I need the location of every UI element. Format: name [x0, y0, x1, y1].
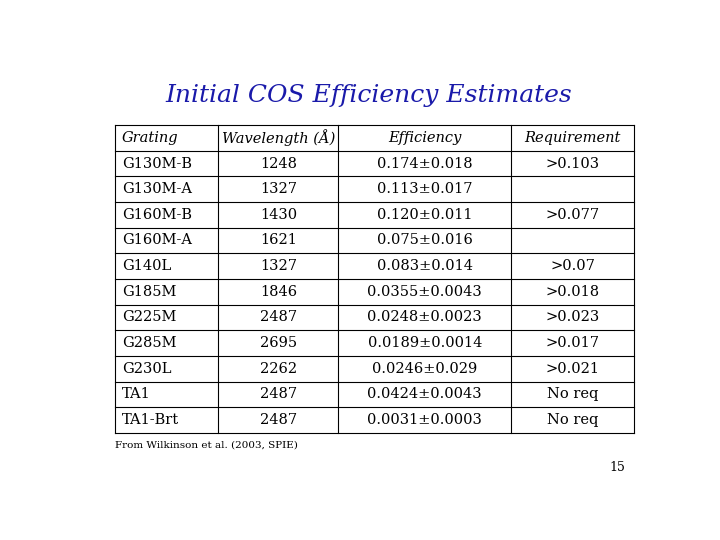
Text: 0.0031±0.0003: 0.0031±0.0003 — [367, 413, 482, 427]
Text: 0.0246±0.029: 0.0246±0.029 — [372, 362, 477, 376]
Text: >0.077: >0.077 — [546, 208, 600, 222]
Text: 2487: 2487 — [260, 310, 297, 325]
Text: 1621: 1621 — [260, 233, 297, 247]
Text: 0.0189±0.0014: 0.0189±0.0014 — [368, 336, 482, 350]
Text: G130M-A: G130M-A — [122, 182, 192, 196]
Text: 0.0248±0.0023: 0.0248±0.0023 — [367, 310, 482, 325]
Text: 1430: 1430 — [260, 208, 297, 222]
Text: No req: No req — [547, 413, 598, 427]
Text: Grating: Grating — [122, 131, 179, 145]
Text: 1327: 1327 — [260, 259, 297, 273]
Text: 0.113±0.017: 0.113±0.017 — [377, 182, 472, 196]
Text: >0.017: >0.017 — [546, 336, 600, 350]
Text: 1248: 1248 — [260, 157, 297, 171]
Text: 15: 15 — [610, 461, 626, 474]
Text: >0.07: >0.07 — [550, 259, 595, 273]
Text: 2487: 2487 — [260, 413, 297, 427]
Text: G160M-B: G160M-B — [122, 208, 192, 222]
Text: 0.0355±0.0043: 0.0355±0.0043 — [367, 285, 482, 299]
Text: 1846: 1846 — [260, 285, 297, 299]
Text: 0.083±0.014: 0.083±0.014 — [377, 259, 473, 273]
Text: Efficiency: Efficiency — [388, 131, 462, 145]
Text: >0.103: >0.103 — [546, 157, 600, 171]
Text: TA1: TA1 — [122, 387, 150, 401]
Text: 1327: 1327 — [260, 182, 297, 196]
Text: Wavelength (Å): Wavelength (Å) — [222, 130, 335, 146]
Text: G130M-B: G130M-B — [122, 157, 192, 171]
Text: 0.0424±0.0043: 0.0424±0.0043 — [367, 387, 482, 401]
Text: >0.021: >0.021 — [546, 362, 600, 376]
Text: No req: No req — [547, 387, 598, 401]
Text: TA1-Brt: TA1-Brt — [122, 413, 179, 427]
Text: 0.075±0.016: 0.075±0.016 — [377, 233, 473, 247]
Text: 0.120±0.011: 0.120±0.011 — [377, 208, 472, 222]
Text: G140L: G140L — [122, 259, 171, 273]
Text: 2695: 2695 — [260, 336, 297, 350]
Text: 0.174±0.018: 0.174±0.018 — [377, 157, 472, 171]
Text: >0.018: >0.018 — [546, 285, 600, 299]
Text: G225M: G225M — [122, 310, 176, 325]
Text: From Wilkinson et al. (2003, SPIE): From Wilkinson et al. (2003, SPIE) — [115, 440, 298, 449]
Text: G230L: G230L — [122, 362, 171, 376]
Text: G185M: G185M — [122, 285, 176, 299]
Text: G285M: G285M — [122, 336, 176, 350]
Text: >0.023: >0.023 — [546, 310, 600, 325]
Text: Requirement: Requirement — [524, 131, 621, 145]
Text: G160M-A: G160M-A — [122, 233, 192, 247]
Text: 2262: 2262 — [260, 362, 297, 376]
Text: 2487: 2487 — [260, 387, 297, 401]
Text: Initial COS Efficiency Estimates: Initial COS Efficiency Estimates — [166, 84, 572, 106]
